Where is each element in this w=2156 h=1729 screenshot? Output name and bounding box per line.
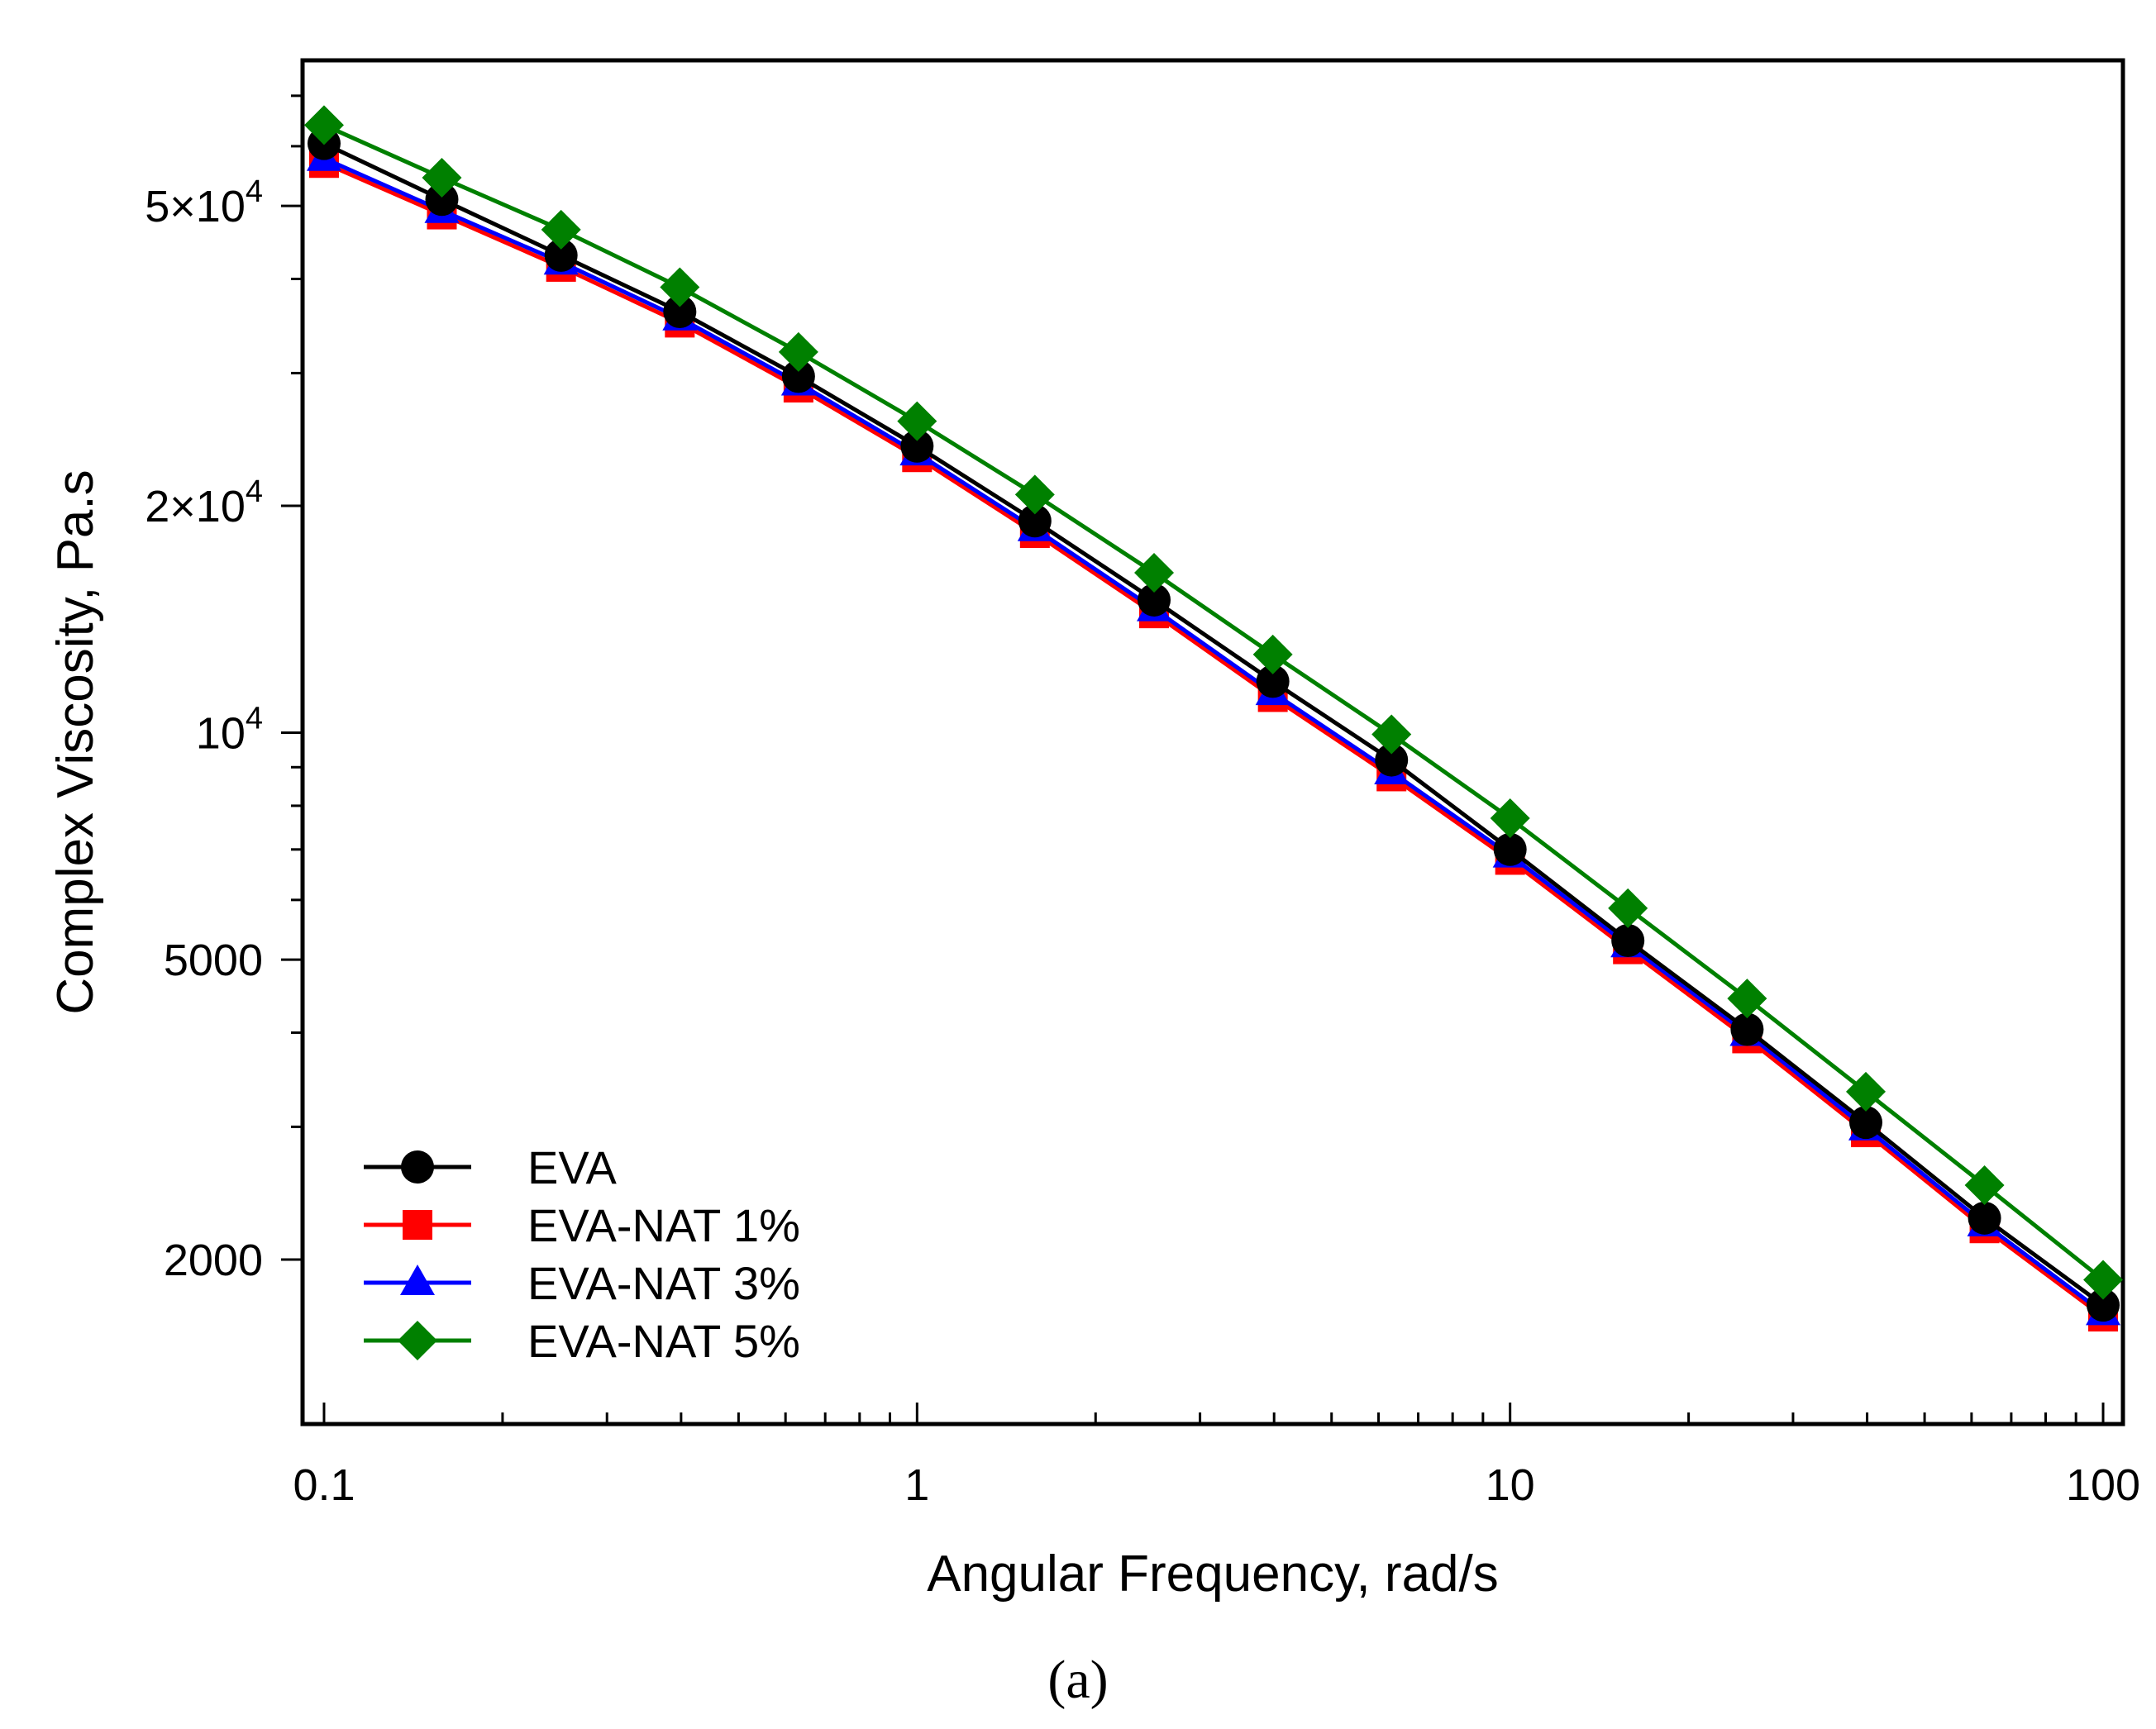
x-axis-title: Angular Frequency, rad/s bbox=[927, 1546, 1499, 1603]
x-tick-label: 100 bbox=[2066, 1460, 2140, 1510]
series-line-eva bbox=[322, 141, 2105, 1307]
data-point-eva bbox=[900, 429, 934, 463]
y-tick-mantissa: 5×10 bbox=[145, 182, 246, 231]
data-point-eva-nat-5 bbox=[1252, 634, 1293, 674]
y-tick-mantissa: 2000 bbox=[164, 1236, 263, 1285]
data-point-eva-nat-5 bbox=[1014, 474, 1055, 515]
legend-label: EVA-NAT 3% bbox=[527, 1257, 800, 1309]
data-point-eva bbox=[1256, 664, 1290, 698]
data-point-eva-nat-5 bbox=[1134, 553, 1175, 593]
y-tick-exponent: 4 bbox=[246, 474, 263, 509]
data-point-eva bbox=[1968, 1201, 2001, 1235]
plot-frame bbox=[300, 58, 2125, 1427]
data-point-eva bbox=[1730, 1012, 1764, 1046]
data-point-eva bbox=[2087, 1288, 2120, 1322]
x-tick-label: 10 bbox=[1486, 1460, 1535, 1510]
y-tick-mantissa: 10 bbox=[196, 709, 246, 759]
data-point-eva bbox=[1849, 1106, 1882, 1140]
data-point-eva bbox=[1375, 743, 1409, 777]
y-tick-label: 104 bbox=[196, 702, 263, 759]
data-point-eva-nat-5 bbox=[1608, 888, 1648, 928]
data-point-eva bbox=[544, 238, 578, 272]
data-point-eva-nat-5 bbox=[2083, 1260, 2124, 1300]
legend: EVA EVA-NAT 1% EVA-NAT 3% EVA-NAT 5% bbox=[364, 1141, 800, 1367]
data-point-eva bbox=[1611, 923, 1645, 957]
x-tick-label: 1 bbox=[904, 1460, 929, 1510]
y-tick-label: 2×104 bbox=[145, 474, 263, 531]
data-point-eva-nat-5 bbox=[422, 157, 462, 198]
y-tick-exponent: 4 bbox=[246, 174, 263, 209]
y-tick-label: 2000 bbox=[164, 1236, 263, 1285]
data-point-eva-nat-5 bbox=[778, 331, 818, 372]
series-line-eva-nat-5 bbox=[322, 123, 2105, 1282]
data-point-eva-nat-5 bbox=[897, 401, 937, 441]
data-point-eva bbox=[1138, 583, 1171, 617]
data-point-eva bbox=[781, 360, 815, 393]
y-axis-title: Complex Viscosity, Pa.s bbox=[47, 469, 104, 1014]
data-point-eva-nat-5 bbox=[1490, 798, 1530, 839]
data-point-eva bbox=[1493, 832, 1527, 866]
y-tick-label: 5000 bbox=[164, 936, 263, 985]
data-point-eva-nat-5 bbox=[1846, 1071, 1886, 1112]
y-tick-label: 5×104 bbox=[145, 174, 263, 231]
series-layer bbox=[303, 105, 2124, 1332]
data-point-eva-nat-5 bbox=[1371, 714, 1412, 755]
legend-label: EVA-NAT 5% bbox=[527, 1315, 800, 1367]
y-tick-exponent: 4 bbox=[246, 702, 263, 736]
x-tick-label: 0.1 bbox=[293, 1460, 355, 1510]
data-point-eva-nat-5 bbox=[303, 105, 344, 145]
series-line-eva-nat-1 bbox=[322, 160, 2105, 1319]
legend-label: EVA bbox=[527, 1141, 618, 1193]
legend-marker bbox=[401, 1150, 434, 1184]
y-tick-mantissa: 2×10 bbox=[145, 482, 246, 531]
data-point-eva-nat-5 bbox=[1964, 1165, 2005, 1206]
data-point-eva-nat-5 bbox=[1727, 979, 1767, 1019]
data-point-eva bbox=[663, 295, 697, 329]
legend-marker bbox=[398, 1321, 437, 1360]
legend-marker bbox=[400, 1265, 435, 1295]
series-line-eva-nat-3 bbox=[322, 156, 2105, 1315]
data-point-eva-nat-5 bbox=[541, 209, 581, 250]
y-tick-mantissa: 5000 bbox=[164, 936, 263, 985]
x-axis-ticks: 0.1 1 10 100 bbox=[293, 1403, 2140, 1510]
legend-label: EVA-NAT 1% bbox=[527, 1199, 800, 1251]
data-point-eva-nat-5 bbox=[660, 267, 700, 307]
legend-marker bbox=[403, 1210, 432, 1240]
data-point-eva bbox=[1018, 504, 1052, 538]
figure-caption: (a) bbox=[1047, 1650, 1108, 1710]
data-point-eva bbox=[425, 183, 459, 217]
